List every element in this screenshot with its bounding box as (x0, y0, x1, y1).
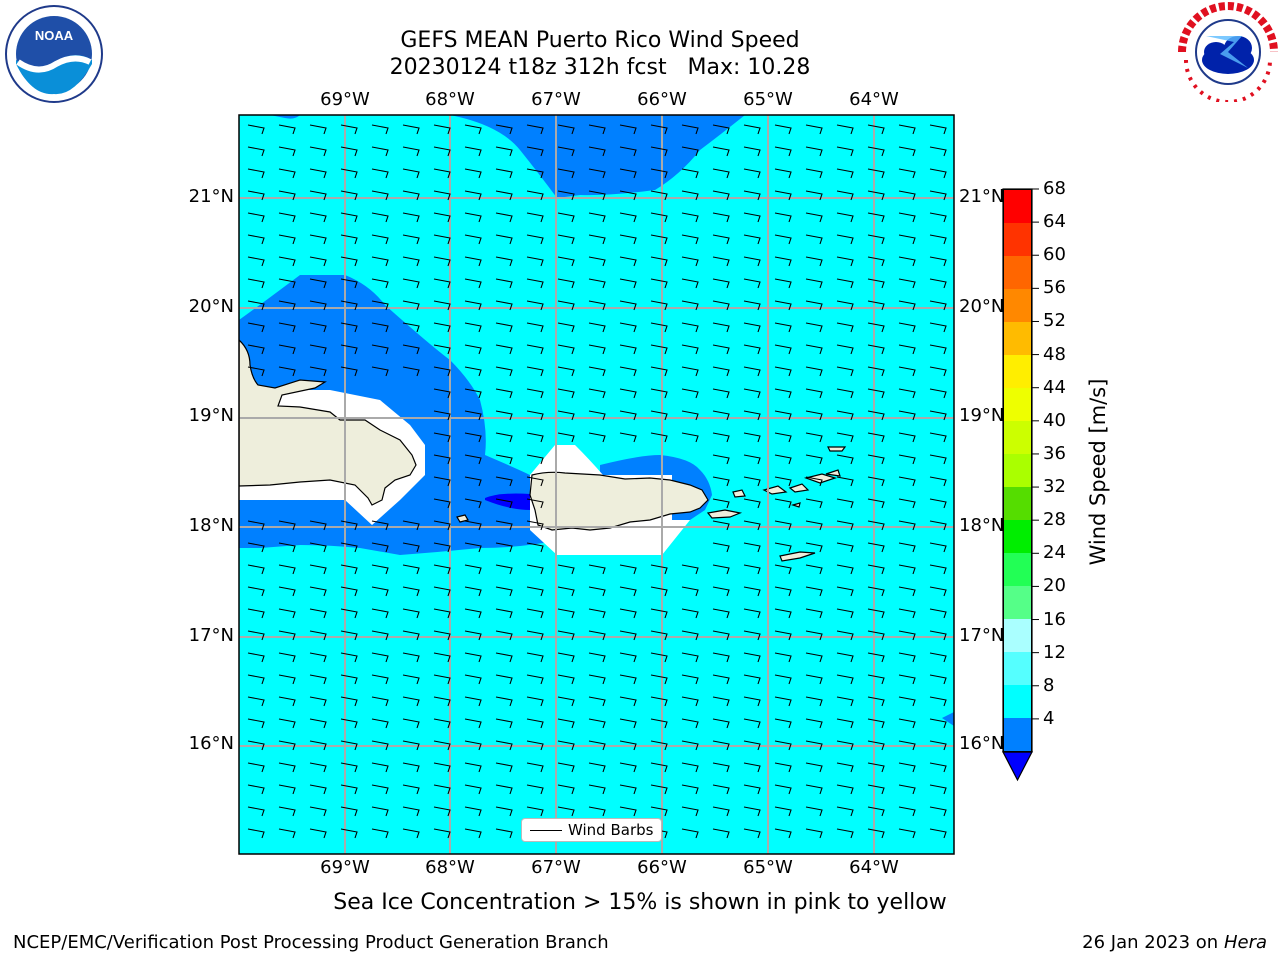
anegada-island (825, 469, 841, 477)
lon-label-top: 68°W (425, 89, 475, 110)
svg-text:NOAA: NOAA (35, 28, 74, 43)
colorbar-tick-label: 4 (1043, 707, 1055, 729)
lat-label-left: 20°N (188, 296, 234, 317)
lat-label-right: 19°N (959, 405, 1005, 426)
lon-label-top: 65°W (743, 89, 793, 110)
chart-title-line2: 20230124 t18z 312h fcst Max: 10.28 (389, 55, 811, 80)
colorbar-tick-label: 12 (1043, 641, 1066, 663)
sea-ice-note: Sea Ice Concentration > 15% is shown in … (333, 890, 947, 915)
lon-label-top: 66°W (637, 89, 687, 110)
wind-region-north (450, 115, 745, 198)
lat-label-right: 21°N (959, 186, 1005, 207)
lat-label-left: 16°N (188, 733, 234, 754)
footer-date-text: 26 Jan 2023 on (1082, 932, 1224, 953)
lat-label-left: 18°N (188, 515, 234, 536)
colorbar-tick-label: 8 (1043, 674, 1055, 696)
colorbar-tick-label: 24 (1043, 542, 1066, 564)
colorbar-tick-label: 60 (1043, 244, 1066, 266)
mona-island (456, 514, 469, 523)
colorbar-tick-label: 44 (1043, 376, 1066, 398)
wind-barb-legend-line (530, 829, 562, 831)
colorbar-cover (1003, 189, 1032, 752)
map-legend: Wind Barbs (521, 818, 663, 842)
lon-label-bottom: 67°W (531, 857, 581, 878)
footer-date: 26 Jan 2023 on Hera (1082, 932, 1267, 953)
colorbar-tick-label: 56 (1043, 277, 1066, 299)
colorbar-tick-label: 28 (1043, 509, 1066, 531)
wind-region-slow (485, 493, 530, 510)
st-croix-island (779, 551, 816, 562)
wind-region-northwest-small (270, 115, 300, 119)
culebra-island (732, 489, 746, 498)
lon-label-bottom: 65°W (743, 857, 793, 878)
map-frame (238, 114, 955, 855)
noaa-logo: NOAA (5, 5, 103, 103)
lat-label-right: 18°N (959, 515, 1005, 536)
lon-label-bottom: 68°W (425, 857, 475, 878)
desecheo-island (790, 502, 801, 508)
colorbar-tick-label: 68 (1043, 178, 1066, 199)
footer-branch: NCEP/EMC/Verification Post Processing Pr… (13, 932, 609, 953)
st-thomas-island (762, 485, 788, 495)
virgin-gorda-island (827, 446, 847, 452)
colorbar-tick-label: 48 (1043, 343, 1066, 365)
grid-lines (239, 115, 954, 854)
lat-label-right: 16°N (959, 733, 1005, 754)
lon-label-bottom: 66°W (637, 857, 687, 878)
footer-host: Hera (1223, 932, 1267, 953)
lat-label-right: 20°N (959, 296, 1005, 317)
colorbar-extend-arrow (1002, 751, 1033, 782)
lon-label-top: 67°W (531, 89, 581, 110)
colorbar-tick-label: 20 (1043, 575, 1066, 597)
lon-label-bottom: 69°W (320, 857, 370, 878)
wind-barbs (247, 124, 947, 839)
lat-label-right: 17°N (959, 625, 1005, 646)
st-john-island (788, 483, 810, 493)
lat-label-left: 17°N (188, 625, 234, 646)
colorbar-tick-label: 52 (1043, 310, 1066, 332)
colorbar-tick-label: 40 (1043, 409, 1066, 431)
lat-label-left: 19°N (188, 405, 234, 426)
lon-label-bottom: 64°W (849, 857, 899, 878)
vieques-island (706, 509, 743, 519)
colorbar-tick-label: 32 (1043, 476, 1066, 498)
colorbar-tick-label: 16 (1043, 608, 1066, 630)
lon-label-top: 64°W (849, 89, 899, 110)
legend-label: Wind Barbs (568, 821, 654, 839)
hispaniola-land (239, 339, 417, 506)
nws-logo (1178, 2, 1278, 102)
lon-label-top: 69°W (320, 89, 370, 110)
wind-region-east-edge (942, 712, 954, 726)
chart-title-line1: GEFS MEAN Puerto Rico Wind Speed (400, 28, 800, 53)
colorbar-label: Wind Speed [m/s] (1086, 378, 1110, 566)
colorbar-tick-label: 36 (1043, 442, 1066, 464)
wind-barb-glyphs (247, 124, 947, 839)
tortola-island (803, 473, 837, 484)
lat-label-left: 21°N (188, 186, 234, 207)
colorbar-tick-label: 64 (1043, 211, 1066, 233)
